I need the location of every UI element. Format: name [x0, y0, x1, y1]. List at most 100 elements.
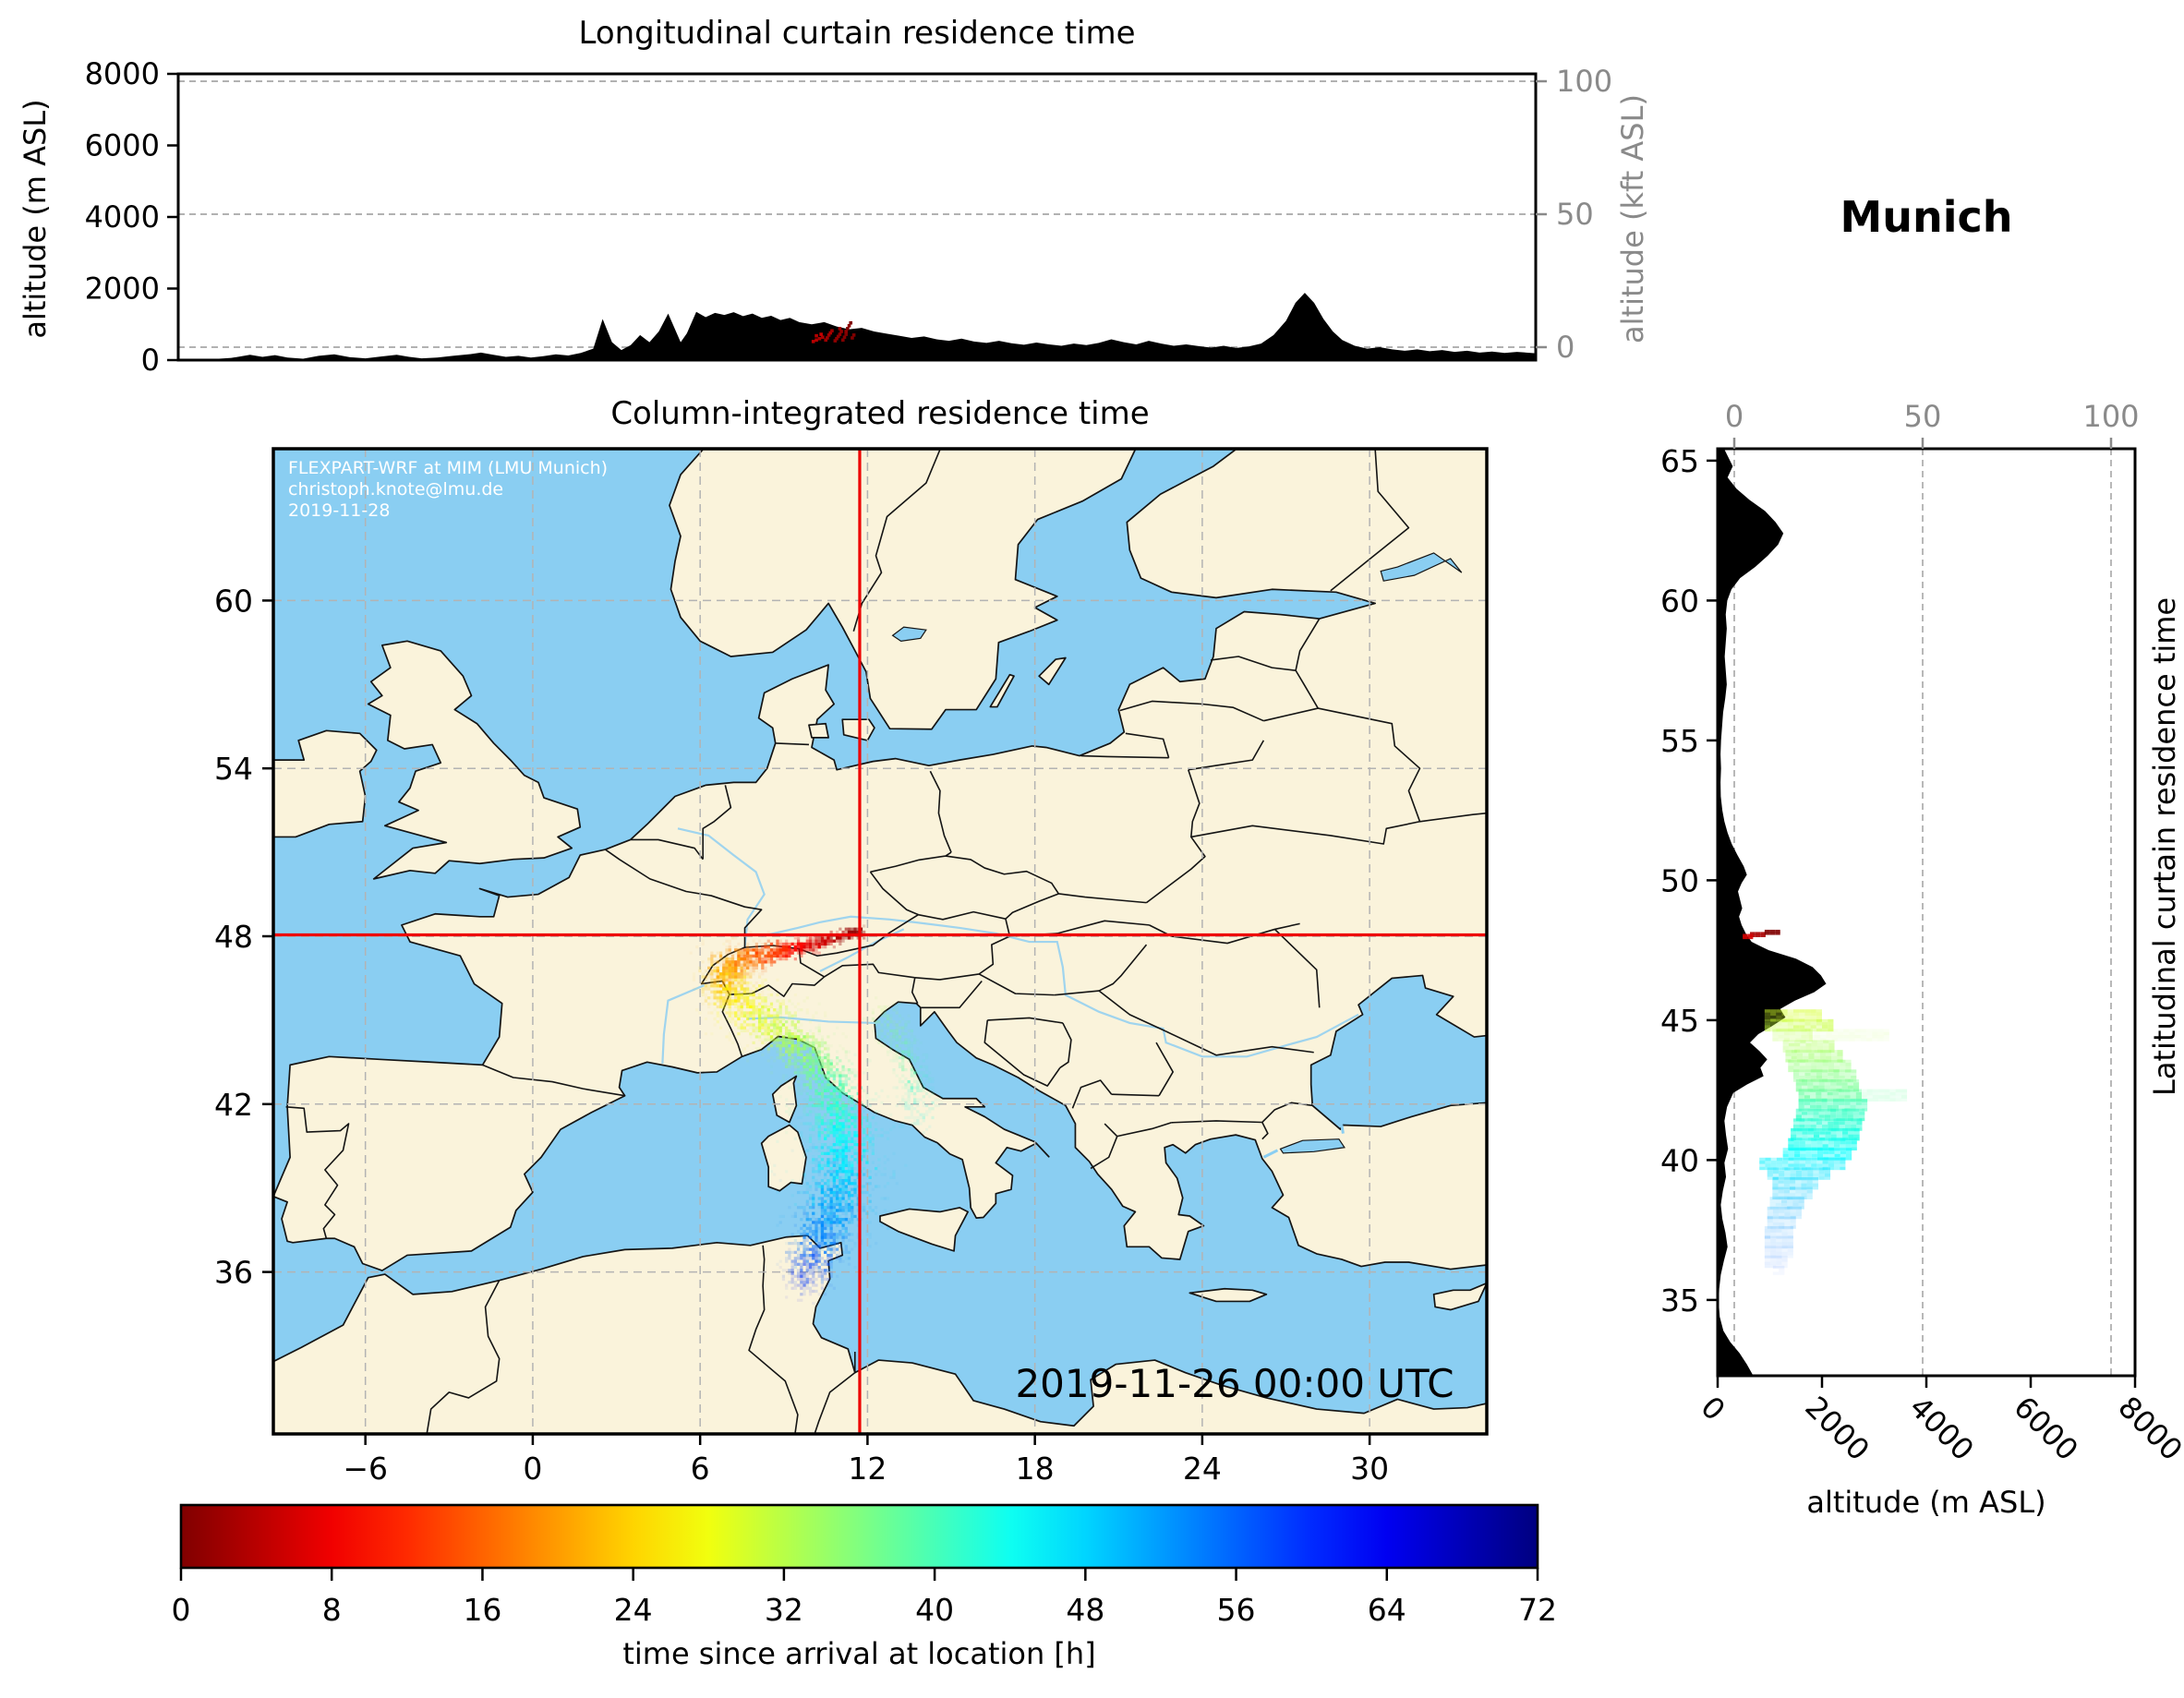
plume-cell [835, 1247, 839, 1251]
plume-cell [761, 963, 765, 967]
plume-cell [827, 1163, 830, 1167]
plume-cell [931, 1091, 935, 1096]
plume-cell [829, 1098, 833, 1102]
plume-cell [827, 1079, 830, 1084]
plume-cell [749, 960, 753, 964]
plume-cell [716, 981, 719, 985]
residence-cell [1816, 1059, 1823, 1064]
plume-cell [865, 1059, 869, 1063]
plume-cell [829, 1175, 833, 1179]
plume-cell [851, 1062, 854, 1066]
plume-cell [734, 936, 738, 940]
plume-cell [769, 960, 774, 964]
plume-cell [746, 948, 750, 952]
plume-cell [778, 1029, 782, 1033]
plume-cell [839, 1166, 842, 1171]
residence-cell [1839, 1076, 1845, 1079]
plume-cell [817, 936, 821, 940]
plume-cell [839, 1122, 842, 1126]
plume-cell [827, 1134, 830, 1138]
plume-cell [913, 1086, 917, 1090]
plume-cell [839, 1059, 842, 1063]
plume-cell [824, 1077, 827, 1080]
plume-cell [835, 1194, 839, 1198]
plume-cell [829, 1194, 833, 1198]
plume-cell [752, 945, 755, 949]
plume-cell [802, 1137, 806, 1140]
plume-cell [710, 957, 714, 961]
plume-cell [835, 1190, 839, 1195]
plume-cell [805, 1262, 809, 1266]
plume-cell [856, 927, 860, 931]
plume-cell [793, 1071, 797, 1075]
plume-cell [901, 1056, 905, 1060]
plume-cell [820, 1127, 825, 1132]
plume-cell [883, 1026, 887, 1030]
plume-cell [766, 1014, 770, 1018]
plume-cell [740, 963, 743, 967]
residence-cell [1776, 1009, 1782, 1013]
plume-cell [832, 1127, 836, 1132]
plume-cell [802, 1274, 806, 1278]
plume-cell [716, 975, 719, 979]
residence-cell [814, 338, 818, 343]
plume-cell [895, 1035, 899, 1039]
plume-cell [808, 1206, 813, 1210]
plume-cell [740, 984, 743, 988]
plume-cell [728, 972, 731, 976]
plume-cell [725, 999, 729, 1003]
plume-cell [824, 1262, 827, 1266]
plume-cell [800, 948, 803, 952]
plume-cell [793, 1262, 797, 1266]
plume-cell [880, 1197, 884, 1200]
plume-cell [901, 1101, 905, 1104]
plume-cell [800, 954, 803, 958]
plume-cell [829, 1103, 833, 1108]
plume-cell [841, 1149, 845, 1152]
plume-cell [853, 927, 857, 931]
plume-cell [820, 936, 825, 940]
plume-cell [839, 1154, 842, 1159]
plume-cell [924, 1074, 929, 1078]
plume-cell [839, 1221, 842, 1224]
plume-cell [802, 1259, 806, 1263]
plume-cell [761, 996, 765, 1000]
plume-cell [781, 1017, 786, 1021]
plume-cell [812, 1067, 815, 1072]
plume-cell [805, 996, 809, 1000]
plume-cell [892, 1151, 896, 1155]
plume-cell [844, 1170, 848, 1174]
plume-cell [785, 1250, 789, 1254]
plume-cell [853, 1086, 857, 1090]
plume-cell [844, 1154, 848, 1159]
terrain-silhouette-lat [1718, 449, 1827, 1376]
plume-cell [814, 1050, 818, 1054]
plume-cell [844, 1235, 848, 1239]
plume-cell [835, 1163, 839, 1167]
plume-cell [868, 1139, 872, 1144]
plume-cell [856, 1101, 860, 1104]
plume-cell [749, 954, 753, 958]
plume-cell [802, 948, 806, 952]
residence-cell [1816, 1066, 1823, 1069]
plume-cell [788, 1050, 791, 1054]
plume-cell [802, 1257, 806, 1260]
plume-cell [892, 1002, 896, 1006]
plume-cell [847, 1067, 851, 1072]
plume-cell [802, 1086, 806, 1090]
plume-cell [844, 1079, 848, 1084]
plume-cell [820, 1277, 825, 1282]
plume-cell [737, 957, 741, 961]
plume-cell [827, 1218, 830, 1222]
plume-cell [814, 1149, 818, 1152]
plume-cell [919, 1098, 923, 1102]
plume-cell [757, 1026, 762, 1030]
y-tick-right-label: 100 [1556, 64, 1612, 99]
plume-cell [716, 999, 719, 1003]
plume-cell [835, 1190, 839, 1195]
plume-cell [824, 1271, 827, 1275]
plume-cell [749, 999, 753, 1003]
plume-cell [817, 1197, 821, 1200]
plume-cell [827, 1056, 830, 1060]
plume-cell [841, 1113, 845, 1116]
